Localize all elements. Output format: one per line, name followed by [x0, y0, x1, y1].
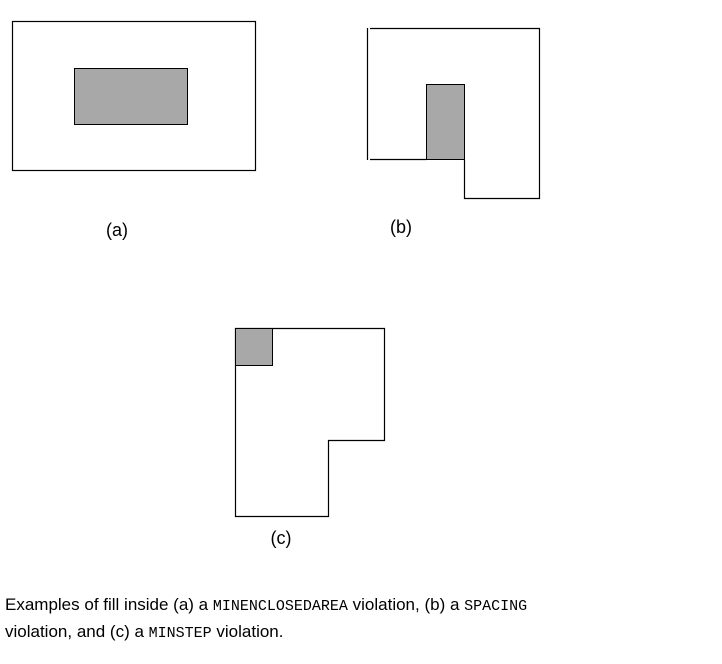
panel-a-outer-shape: [11, 20, 257, 172]
panel-b-label: (b): [390, 217, 412, 237]
caption-text-4: violation.: [211, 622, 284, 641]
panel-a-fill: [74, 68, 188, 125]
caption-code-spacing: SPACING: [464, 598, 528, 615]
panel-b-shape-right: [370, 27, 541, 200]
panel-c-fill: [235, 328, 273, 366]
caption-text-2: violation, (b) a: [347, 595, 465, 614]
caption-text-1: Examples of fill inside (a) a: [5, 595, 213, 614]
panel-c-label: (c): [271, 528, 292, 548]
caption-code-minstep: MINSTEP: [148, 625, 212, 642]
caption-text-3: violation, and (c) a: [5, 622, 149, 641]
panel-a: (a): [11, 20, 257, 240]
figure-canvas: (a) (b) (c): [11, 20, 541, 548]
panel-c: (c): [234, 327, 386, 548]
panel-b: (b): [366, 27, 541, 237]
caption-code-minenclosedarea: MINENCLOSEDAREA: [212, 598, 348, 615]
figure-caption: Examples of fill inside (a) a MINENCLOSE…: [5, 592, 715, 646]
panel-c-outer-shape: [234, 327, 386, 518]
panel-b-fill: [426, 84, 465, 160]
panel-a-label: (a): [106, 220, 128, 240]
